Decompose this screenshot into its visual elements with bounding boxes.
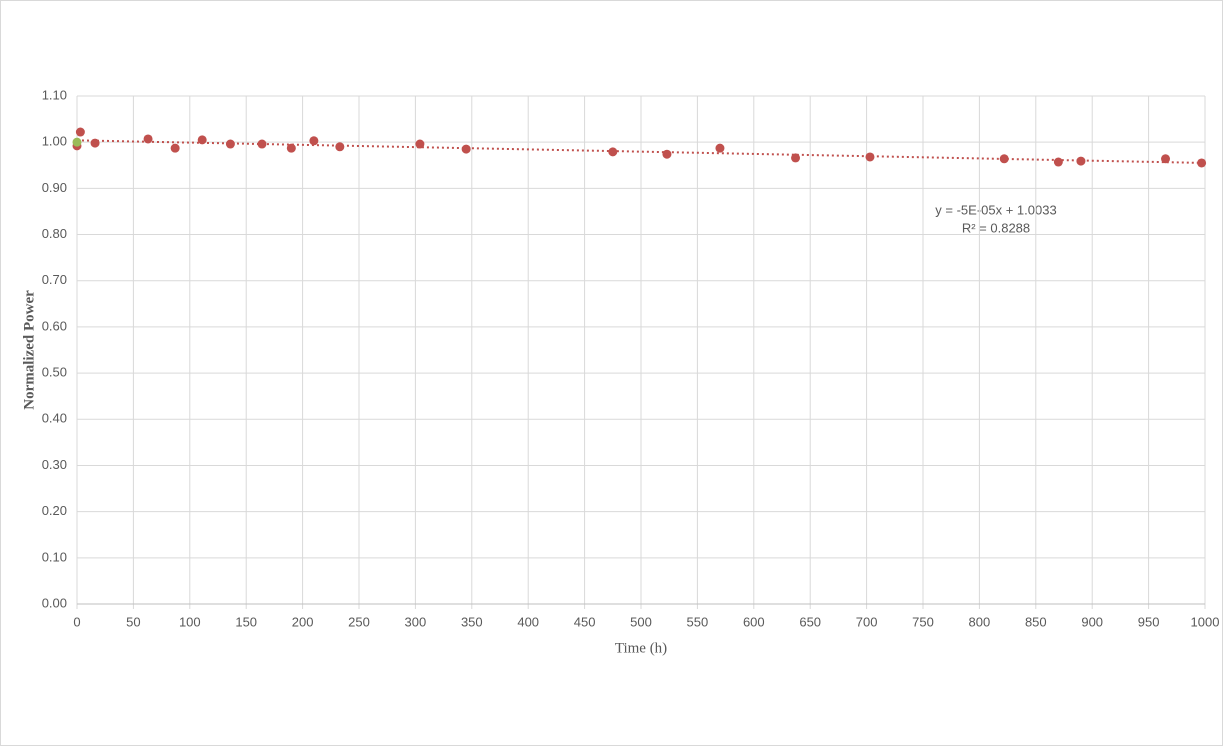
x-tick-label: 1000 (1191, 614, 1220, 629)
x-tick-label: 50 (126, 614, 140, 629)
x-tick-label: 700 (856, 614, 878, 629)
data-point (309, 136, 319, 146)
data-point (415, 139, 425, 149)
data-point (1161, 154, 1171, 164)
y-tick-label: 0.50 (42, 365, 67, 380)
y-tick-label: 0.60 (42, 318, 67, 333)
data-point (72, 137, 82, 147)
data-point (662, 149, 672, 159)
data-point (257, 139, 267, 149)
trendline-equation: y = -5E-05x + 1.0033 (935, 202, 1056, 217)
data-point (865, 152, 875, 162)
y-tick-label: 0.40 (42, 411, 67, 426)
x-tick-label: 450 (574, 614, 596, 629)
x-tick-label: 350 (461, 614, 483, 629)
y-tick-label: 0.30 (42, 457, 67, 472)
x-tick-label: 900 (1081, 614, 1103, 629)
y-tick-label: 0.10 (42, 549, 67, 564)
data-point (170, 143, 180, 153)
data-point (90, 138, 100, 148)
y-tick-label: 0.70 (42, 272, 67, 287)
data-point (197, 135, 207, 145)
x-tick-label: 650 (799, 614, 821, 629)
y-tick-label: 0.80 (42, 226, 67, 241)
data-point (999, 154, 1009, 164)
x-tick-label: 550 (687, 614, 709, 629)
y-tick-label: 1.10 (42, 87, 67, 102)
x-tick-label: 400 (517, 614, 539, 629)
x-tick-label: 950 (1138, 614, 1160, 629)
y-tick-label: 1.00 (42, 134, 67, 149)
data-point (225, 139, 235, 149)
x-tick-label: 500 (630, 614, 652, 629)
x-tick-label: 250 (348, 614, 370, 629)
data-point (1053, 157, 1063, 167)
x-axis-title: Time (h) (615, 640, 667, 656)
data-point (75, 127, 85, 137)
data-point (1197, 158, 1207, 168)
y-tick-label: 0.90 (42, 180, 67, 195)
x-tick-label: 750 (912, 614, 934, 629)
x-tick-label: 100 (179, 614, 201, 629)
y-tick-label: 0.20 (42, 503, 67, 518)
data-point (335, 142, 345, 152)
x-tick-label: 200 (292, 614, 314, 629)
data-point (461, 144, 471, 154)
data-point (1076, 156, 1086, 166)
data-point (608, 147, 618, 157)
data-point (791, 153, 801, 163)
data-point (286, 143, 296, 153)
x-tick-label: 300 (405, 614, 427, 629)
x-tick-label: 150 (235, 614, 257, 629)
y-axis-title: Normalized Power (21, 290, 37, 410)
x-tick-label: 0 (73, 614, 80, 629)
data-point (143, 134, 153, 144)
trendline (76, 139, 1206, 164)
trendline-r2: R² = 0.8288 (962, 220, 1030, 235)
x-tick-label: 850 (1025, 614, 1047, 629)
x-tick-label: 800 (969, 614, 991, 629)
y-tick-label: 0.00 (42, 595, 67, 610)
x-tick-label: 600 (743, 614, 765, 629)
data-point (715, 143, 725, 153)
